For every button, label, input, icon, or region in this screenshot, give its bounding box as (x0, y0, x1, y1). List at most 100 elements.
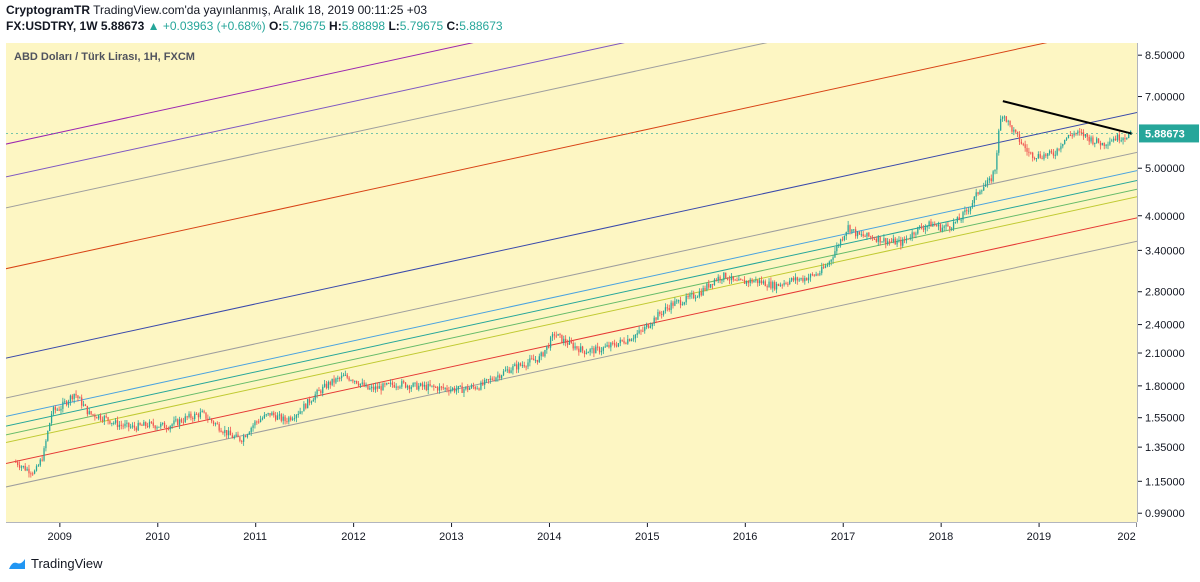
candle-body (794, 277, 797, 281)
candle-body (367, 384, 369, 390)
price-axis[interactable]: 8.50000 7.00000 5.00000 4.00000 3.40000 2.800… (1137, 43, 1200, 522)
candle-body (758, 280, 761, 284)
tradingview-logo-icon (8, 557, 26, 571)
candle-body (468, 388, 471, 390)
candle-body (154, 425, 156, 429)
time-tick-label: 2009 (47, 531, 71, 543)
candle-body (243, 436, 245, 442)
candle-body (915, 233, 917, 235)
candle-body (595, 346, 597, 354)
candle-body (339, 377, 341, 379)
candle-body (180, 419, 183, 422)
candle-body (293, 418, 296, 420)
candle-body (715, 279, 717, 281)
low-value: 5.79675 (399, 19, 444, 33)
candle-body (167, 428, 169, 430)
candle-body (740, 278, 742, 280)
candle-body (612, 342, 614, 344)
candle-body (320, 390, 322, 394)
candle-body (425, 384, 427, 391)
candle-body (751, 279, 753, 283)
candle-body (909, 237, 911, 239)
footer-brand[interactable]: TradingView (31, 556, 103, 571)
candle-body (563, 338, 565, 343)
candle-body (996, 152, 998, 170)
candle-body (141, 424, 143, 426)
candle-body (352, 380, 354, 382)
candle-body (606, 345, 608, 347)
candle-body (979, 191, 981, 195)
candle-body (1064, 139, 1066, 144)
candle-body (301, 411, 303, 413)
candle-body (1118, 134, 1120, 141)
candle-body (649, 326, 652, 328)
publish-info: TradingView.com'da yayınlanmış, Aralık 1… (93, 3, 428, 17)
candle-body (772, 282, 774, 289)
candle-body (610, 342, 612, 348)
candle-body (1077, 131, 1079, 134)
candle-body (259, 419, 262, 423)
author-name[interactable]: CryptogramTR (6, 3, 91, 17)
candle-body (60, 408, 62, 411)
candle-body (463, 389, 465, 393)
candle-body (267, 412, 269, 415)
candle-body (770, 281, 772, 289)
candle-body (414, 382, 416, 384)
candle-body (271, 412, 273, 416)
candle-body (621, 339, 623, 341)
candle-body (698, 291, 701, 297)
candle-body (436, 387, 439, 391)
candle-body (783, 283, 785, 285)
candle-body (615, 345, 618, 347)
candle-body (297, 413, 299, 416)
candle-body (1101, 142, 1103, 146)
candle-body (163, 422, 166, 428)
candle-body (472, 385, 475, 387)
price-tick-label: 1.55000 (1145, 413, 1185, 425)
candle-body (205, 412, 207, 419)
candle-body (1067, 135, 1070, 139)
header-line-1: CryptogramTR TradingView.com'da yayınlan… (6, 3, 427, 17)
open-value: 5.79675 (282, 19, 326, 33)
candle-body (256, 421, 258, 423)
candle-body (504, 370, 507, 372)
candle-body (261, 418, 264, 420)
candle-body (544, 349, 546, 357)
candle-body (497, 375, 499, 378)
candle-body (33, 470, 36, 474)
candle-body (227, 430, 230, 436)
price-chart[interactable] (6, 43, 1137, 522)
candle-body (459, 385, 461, 387)
candle-body (325, 383, 328, 389)
channel-line-6 (6, 170, 1137, 417)
candle-body (542, 352, 544, 357)
candle-body (442, 386, 444, 389)
candle-body (288, 417, 290, 422)
candle-body (717, 276, 719, 281)
candle-body (519, 363, 522, 366)
chart-title: ABD Doları / Türk Lirası, 1H, FXCM (14, 51, 195, 63)
candle-body (824, 265, 827, 268)
candle-body (943, 226, 945, 228)
candle-body (403, 381, 405, 383)
candle-body (670, 302, 672, 310)
candle-body (1079, 131, 1081, 133)
candle-body (107, 417, 109, 421)
candle-body (389, 382, 392, 384)
candle-body (130, 426, 132, 428)
candle-body (487, 379, 490, 381)
candle-body (587, 352, 589, 354)
candle-body (900, 239, 902, 246)
candle-body (116, 420, 119, 428)
candle-body (282, 416, 284, 421)
candle-body (37, 465, 40, 467)
chart-pane[interactable]: ABD Doları / Türk Lirası, 1H, FXCM (6, 43, 1137, 522)
channel-line-11 (6, 240, 1137, 488)
candle-body (88, 411, 90, 415)
candle-body (625, 343, 627, 345)
candle-body (17, 461, 19, 466)
candle-body (278, 414, 281, 416)
time-axis[interactable]: 2009 2010 2011 2012 2013 2014 2015 2016 2017 2018… (6, 522, 1137, 547)
candle-body (1120, 140, 1122, 142)
candle-body (939, 224, 942, 232)
